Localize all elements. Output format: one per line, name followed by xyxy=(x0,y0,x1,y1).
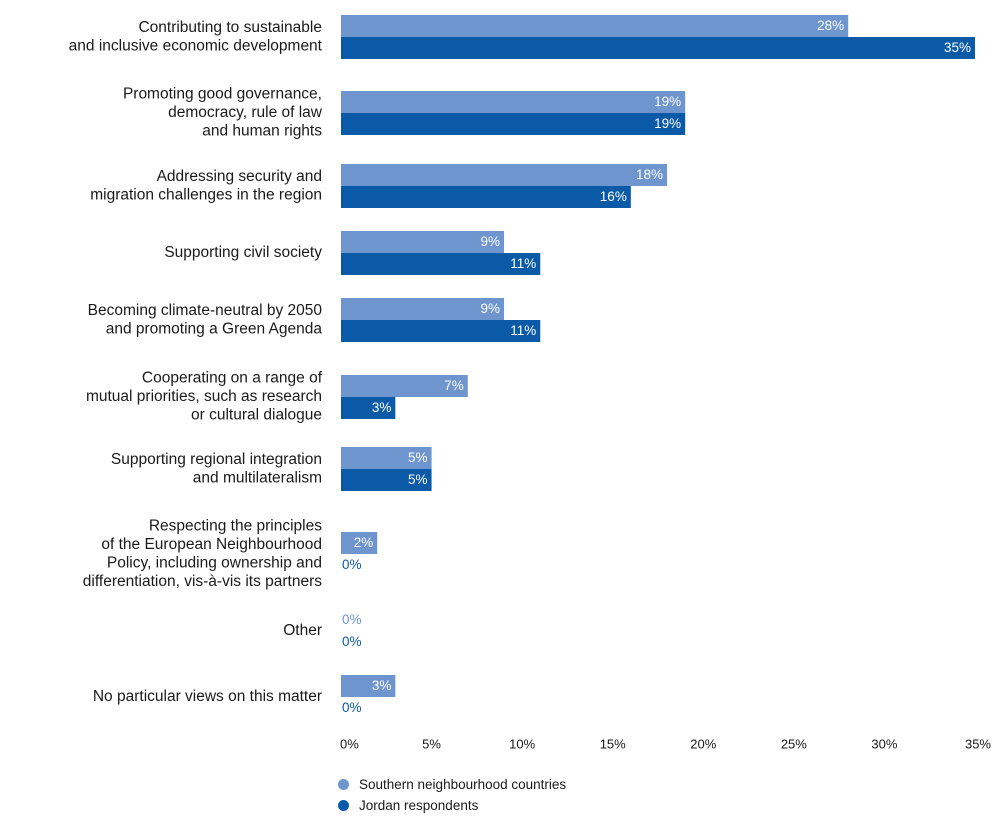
data-label: 5% xyxy=(408,450,428,465)
data-label: 11% xyxy=(510,256,536,271)
x-tick-label: 0% xyxy=(340,736,359,751)
data-label: 0% xyxy=(342,557,362,572)
bar-southern-neighbourhood xyxy=(341,447,432,469)
category-label: No particular views on this matter xyxy=(93,688,322,705)
data-label: 5% xyxy=(408,472,428,487)
bar-jordan xyxy=(341,186,631,208)
bar-jordan xyxy=(341,113,686,135)
data-label: 3% xyxy=(372,678,392,693)
bar-jordan xyxy=(341,320,541,342)
x-tick-label: 15% xyxy=(600,736,626,751)
x-tick-label: 20% xyxy=(690,736,716,751)
category-label: Becoming climate-neutral by 2050 xyxy=(88,302,323,319)
bar-southern-neighbourhood xyxy=(341,15,849,37)
bar-southern-neighbourhood xyxy=(341,91,686,113)
data-label: 3% xyxy=(372,400,392,415)
category-label: Promoting good governance, xyxy=(123,86,322,103)
category-label: or cultural dialogue xyxy=(191,407,322,424)
category-label: migration challenges in the region xyxy=(90,186,322,203)
x-tick-label: 30% xyxy=(871,736,897,751)
category-label: and inclusive economic development xyxy=(69,37,323,54)
bar-jordan xyxy=(341,253,541,275)
data-label: 16% xyxy=(600,189,627,204)
data-label: 7% xyxy=(444,378,464,393)
category-label: of the European Neighbourhood xyxy=(101,536,322,553)
data-label: 9% xyxy=(481,301,501,316)
data-label: 0% xyxy=(342,700,362,715)
x-tick-label: 10% xyxy=(509,736,535,751)
bar-southern-neighbourhood xyxy=(341,675,396,697)
bar-southern-neighbourhood xyxy=(341,164,668,186)
bar-southern-neighbourhood xyxy=(341,375,468,397)
category-label: and promoting a Green Agenda xyxy=(106,320,323,337)
category-label: and human rights xyxy=(202,123,322,140)
category-label: and multilateralism xyxy=(193,469,322,486)
category-label: Addressing security and xyxy=(157,168,322,185)
x-tick-label: 35% xyxy=(965,736,991,751)
category-label: differentiation, vis-à-vis its partners xyxy=(83,573,322,590)
x-tick-label: 25% xyxy=(781,736,807,751)
bar-jordan xyxy=(341,397,396,419)
legend: Southern neighbourhood countries Jordan … xyxy=(338,774,566,816)
data-label: 11% xyxy=(510,323,536,338)
data-label: 28% xyxy=(817,18,844,33)
legend-item-series-1: Southern neighbourhood countries xyxy=(338,774,566,795)
category-label: democracy, rule of law xyxy=(168,104,323,121)
data-label: 0% xyxy=(342,634,362,649)
data-label: 2% xyxy=(354,535,374,550)
category-label: Contributing to sustainable xyxy=(138,19,322,36)
data-label: 9% xyxy=(481,234,501,249)
x-tick-label: 5% xyxy=(422,736,441,751)
bar-southern-neighbourhood xyxy=(341,298,505,320)
bar-jordan xyxy=(341,469,432,491)
category-label: Supporting civil society xyxy=(164,244,322,261)
legend-swatch-series-2 xyxy=(338,800,349,811)
category-label: Respecting the principles xyxy=(149,517,322,534)
category-label: Supporting regional integration xyxy=(111,451,322,468)
data-label: 19% xyxy=(654,94,681,109)
data-label: 0% xyxy=(342,612,362,627)
legend-label-series-1: Southern neighbourhood countries xyxy=(359,777,567,792)
bar-southern-neighbourhood xyxy=(341,532,378,554)
data-label: 19% xyxy=(654,116,681,131)
category-label: Other xyxy=(283,622,322,639)
category-label: Policy, including ownership and xyxy=(107,554,322,571)
data-label: 35% xyxy=(944,40,971,55)
category-label: Cooperating on a range of xyxy=(142,370,323,387)
category-label: mutual priorities, such as research xyxy=(86,388,322,405)
bar-southern-neighbourhood xyxy=(341,231,505,253)
legend-item-series-2: Jordan respondents xyxy=(338,795,566,816)
bar-jordan xyxy=(341,37,975,59)
legend-swatch-series-1 xyxy=(338,779,349,790)
data-label: 18% xyxy=(636,167,663,182)
legend-label-series-2: Jordan respondents xyxy=(359,798,479,813)
